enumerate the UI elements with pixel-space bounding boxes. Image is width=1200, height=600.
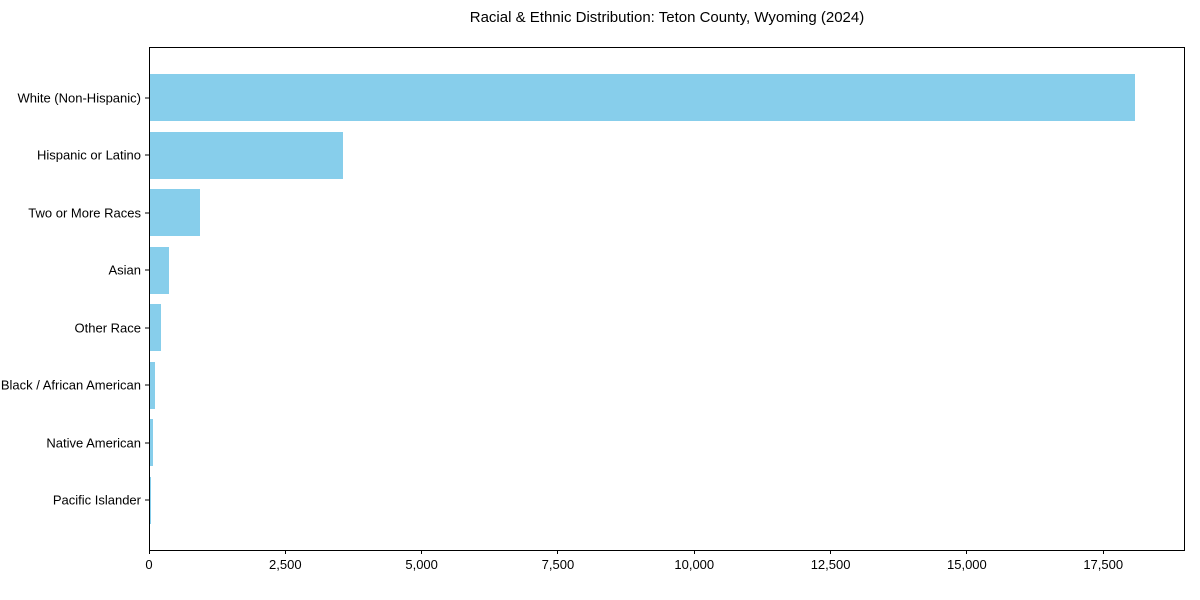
y-tick-label: Other Race	[74, 320, 141, 336]
x-tick-label: 0	[145, 557, 153, 572]
bar-row: Other Race	[75, 299, 1184, 357]
x-tick-label: 5,000	[405, 557, 438, 572]
bar	[150, 304, 162, 352]
y-tick-mark	[145, 154, 149, 156]
bar-row: Asian	[108, 242, 1184, 300]
x-tick-mark	[1102, 550, 1104, 554]
y-tick-label: Native American	[46, 435, 141, 451]
y-tick-mark	[145, 442, 149, 444]
bar-row: Native American	[46, 414, 1184, 472]
bar	[150, 189, 201, 237]
y-tick-label: White (Non-Hispanic)	[17, 90, 141, 106]
bar	[150, 74, 1136, 122]
x-tick-label: 12,500	[810, 557, 851, 572]
bar-row: Pacific Islander	[53, 472, 1184, 530]
y-tick-label: Hispanic or Latino	[36, 147, 141, 163]
y-tick-mark	[145, 327, 149, 329]
x-tick-mark	[421, 550, 423, 554]
bar	[150, 361, 156, 409]
y-tick-mark	[145, 499, 149, 501]
x-tick-mark	[284, 550, 286, 554]
bar	[150, 419, 154, 467]
x-axis: 0 2,500 5,000 7,500 10,000 12,500 15,000 17,500	[145, 550, 1185, 580]
bar-rows-container: White (Non-Hispanic) Hispanic or Latino Tw…	[1, 48, 1184, 550]
y-tick-mark	[145, 384, 149, 386]
x-tick-label: 7,500	[541, 557, 575, 572]
bar	[150, 246, 170, 294]
x-tick-label: 15,000	[947, 557, 987, 572]
x-tick-label: 2,500	[269, 557, 302, 572]
x-tick-mark	[557, 550, 559, 554]
y-tick-mark	[145, 269, 149, 271]
bar-row: Hispanic or Latino	[37, 127, 1184, 185]
y-tick-label: Black / African American	[0, 377, 141, 393]
x-tick-mark	[148, 550, 150, 554]
y-tick-mark	[145, 212, 149, 214]
chart-title: Racial & Ethnic Distribution: Teton Coun…	[469, 9, 865, 26]
x-tick-mark	[830, 550, 832, 554]
bar-row: Black / African American	[1, 357, 1184, 415]
plot-area: White (Non-Hispanic) Hispanic or Latino Tw…	[1, 47, 1185, 551]
y-tick-label: Pacific Islander	[52, 492, 141, 508]
bar-row: White (Non-Hispanic)	[17, 69, 1184, 127]
bar	[150, 476, 151, 524]
x-tick-label: 17,500	[1083, 557, 1124, 572]
bar	[150, 131, 344, 179]
x-tick-mark	[966, 550, 968, 554]
bar-row: Two or More Races	[28, 184, 1184, 242]
x-tick-mark	[693, 550, 695, 554]
y-tick-mark	[145, 97, 149, 99]
x-tick-label: 10,000	[674, 557, 715, 572]
y-tick-label: Two or More Races	[28, 205, 141, 221]
y-tick-label: Asian	[108, 262, 141, 278]
